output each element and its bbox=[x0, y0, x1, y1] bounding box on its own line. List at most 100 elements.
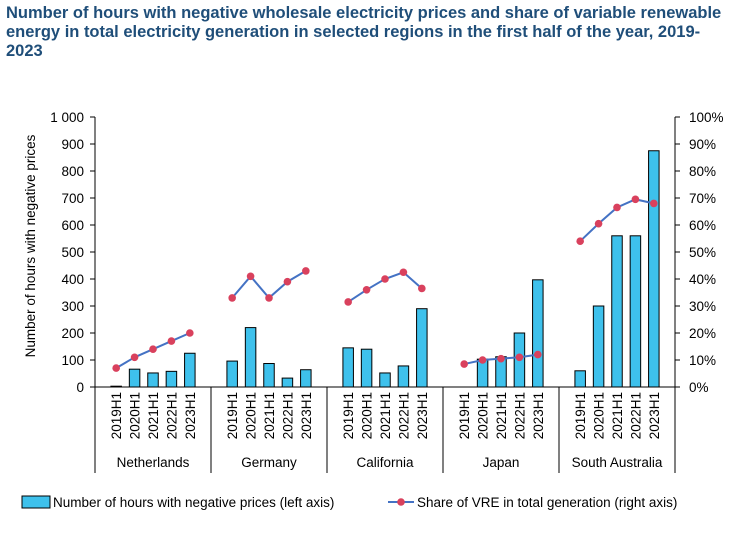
y-axis-title: Number of hours with negative prices bbox=[23, 134, 38, 357]
legend-bar-label: Number of hours with negative prices (le… bbox=[53, 495, 334, 510]
x-tick-label: 2022H1 bbox=[512, 392, 527, 439]
left-axis-tick-label: 1 000 bbox=[50, 110, 84, 125]
legend: Number of hours with negative prices (le… bbox=[21, 495, 677, 510]
bar-japan-2023H1 bbox=[532, 279, 544, 388]
x-tick-label: 2021H1 bbox=[378, 392, 393, 439]
right-axis-tick-label: 100% bbox=[689, 110, 724, 125]
vre-point-south-australia-2021H1 bbox=[613, 203, 621, 212]
vre-point-california-2020H1 bbox=[362, 286, 371, 294]
region-label: Japan bbox=[483, 455, 520, 470]
bar-germany-2020H1 bbox=[244, 327, 257, 388]
vre-point-japan-2020H1 bbox=[478, 356, 487, 364]
vre-point-netherlands-2022H1 bbox=[167, 337, 176, 345]
bar-netherlands-2021H1 bbox=[147, 372, 159, 388]
vre-point-germany-2021H1 bbox=[265, 294, 273, 302]
x-tick-label: 2022H1 bbox=[396, 392, 411, 439]
right-axis-tick-label: 30% bbox=[689, 299, 716, 314]
x-tick-label: 2019H1 bbox=[573, 392, 588, 439]
left-axis-tick-label: 500 bbox=[61, 245, 84, 260]
bar-south-australia-2021H1 bbox=[611, 235, 623, 388]
x-tick-label: 2020H1 bbox=[244, 392, 259, 439]
right-axis-tick-label: 90% bbox=[689, 137, 716, 152]
bar-california-2023H1 bbox=[416, 308, 428, 388]
left-axis-tick-label: 400 bbox=[61, 272, 84, 287]
vre-point-japan-2021H1 bbox=[497, 354, 505, 363]
x-tick-label: 2021H1 bbox=[146, 392, 161, 439]
left-axis-tick-label: 300 bbox=[61, 299, 84, 314]
x-tick-label: 2023H1 bbox=[415, 392, 430, 439]
vre-point-netherlands-2020H1 bbox=[130, 353, 139, 362]
vre-point-germany-2023H1 bbox=[302, 267, 310, 275]
vre-point-germany-2022H1 bbox=[283, 277, 292, 286]
bar-netherlands-2023H1 bbox=[184, 352, 196, 388]
vre-point-california-2022H1 bbox=[399, 268, 408, 277]
bar-south-australia-2022H1 bbox=[629, 235, 642, 388]
right-axis-tick-label: 10% bbox=[689, 353, 716, 368]
x-tick-label: 2023H1 bbox=[299, 392, 314, 439]
vre-point-california-2021H1 bbox=[381, 275, 389, 283]
vre-point-south-australia-2019H1 bbox=[576, 237, 584, 245]
vre-point-california-2023H1 bbox=[418, 284, 426, 293]
vre-point-japan-2019H1 bbox=[460, 360, 468, 368]
right-axis-tick-label: 20% bbox=[689, 326, 716, 341]
vre-point-germany-2020H1 bbox=[246, 272, 255, 281]
vre-point-south-australia-2023H1 bbox=[650, 199, 658, 208]
x-tick-label: 2023H1 bbox=[183, 392, 198, 439]
region-label: South Australia bbox=[572, 455, 663, 470]
right-axis-tick-label: 50% bbox=[689, 245, 716, 260]
legend-line-marker bbox=[397, 498, 405, 506]
region-label: Netherlands bbox=[117, 455, 190, 470]
x-tick-label: 2020H1 bbox=[128, 392, 143, 439]
bar-netherlands-2022H1 bbox=[165, 370, 178, 388]
right-axis-tick-label: 40% bbox=[689, 272, 716, 287]
legend-line-label: Share of VRE in total generation (right … bbox=[417, 495, 677, 510]
vre-point-germany-2019H1 bbox=[228, 294, 236, 302]
x-tick-label: 2021H1 bbox=[494, 392, 509, 439]
bar-south-australia-2023H1 bbox=[648, 150, 660, 388]
legend-bar-swatch bbox=[21, 495, 51, 509]
x-axis-labels: 2019H1 2020H1 2021H1 2022H1 2023H1Netherland… bbox=[109, 392, 663, 470]
bar-germany-2023H1 bbox=[300, 369, 312, 388]
left-axis-tick-label: 600 bbox=[61, 218, 84, 233]
x-tick-label: 2021H1 bbox=[262, 392, 277, 439]
left-axis-tick-label: 100 bbox=[61, 353, 84, 368]
right-axis-tick-label: 80% bbox=[689, 164, 716, 179]
bar-netherlands-2019H1 bbox=[110, 385, 122, 388]
x-tick-label: 2022H1 bbox=[164, 392, 179, 439]
line-series bbox=[112, 195, 658, 372]
vre-point-netherlands-2019H1 bbox=[112, 364, 120, 372]
x-tick-label: 2020H1 bbox=[360, 392, 375, 439]
bar-california-2020H1 bbox=[360, 348, 373, 388]
chart-axes: 0 100 200 300 400 500 600 700 800 900 1 000 0% 10% 20… bbox=[50, 110, 724, 473]
x-tick-label: 2023H1 bbox=[531, 392, 546, 439]
vre-point-netherlands-2021H1 bbox=[149, 345, 157, 354]
x-tick-label: 2019H1 bbox=[457, 392, 472, 439]
right-axis-tick-label: 70% bbox=[689, 191, 716, 206]
left-axis-tick-label: 0 bbox=[76, 380, 84, 395]
left-axis-tick-label: 700 bbox=[61, 191, 84, 206]
bar-germany-2019H1 bbox=[226, 360, 238, 388]
left-axis-tick-label: 200 bbox=[61, 326, 84, 341]
vre-point-japan-2023H1 bbox=[534, 350, 542, 359]
x-tick-label: 2020H1 bbox=[476, 392, 491, 439]
bar-california-2022H1 bbox=[397, 365, 410, 388]
vre-line-germany bbox=[231, 270, 307, 300]
x-tick-label: 2020H1 bbox=[592, 392, 607, 439]
bar-south-australia-2019H1 bbox=[574, 370, 586, 388]
bar-germany-2022H1 bbox=[281, 377, 294, 388]
x-tick-label: 2019H1 bbox=[225, 392, 240, 439]
region-label: Germany bbox=[241, 455, 297, 470]
bar-series bbox=[110, 150, 660, 388]
left-axis-tick-label: 900 bbox=[61, 137, 84, 152]
right-axis-tick-label: 0% bbox=[689, 380, 709, 395]
x-tick-label: 2023H1 bbox=[647, 392, 662, 439]
vre-point-california-2019H1 bbox=[344, 298, 352, 306]
region-label: California bbox=[356, 455, 414, 470]
x-tick-label: 2019H1 bbox=[341, 392, 356, 439]
right-axis-tick-label: 60% bbox=[689, 218, 716, 233]
left-axis-tick-label: 800 bbox=[61, 164, 84, 179]
chart-title: Number of hours with negative wholesale … bbox=[6, 4, 722, 60]
vre-point-japan-2022H1 bbox=[515, 353, 524, 362]
bar-germany-2021H1 bbox=[263, 363, 275, 388]
